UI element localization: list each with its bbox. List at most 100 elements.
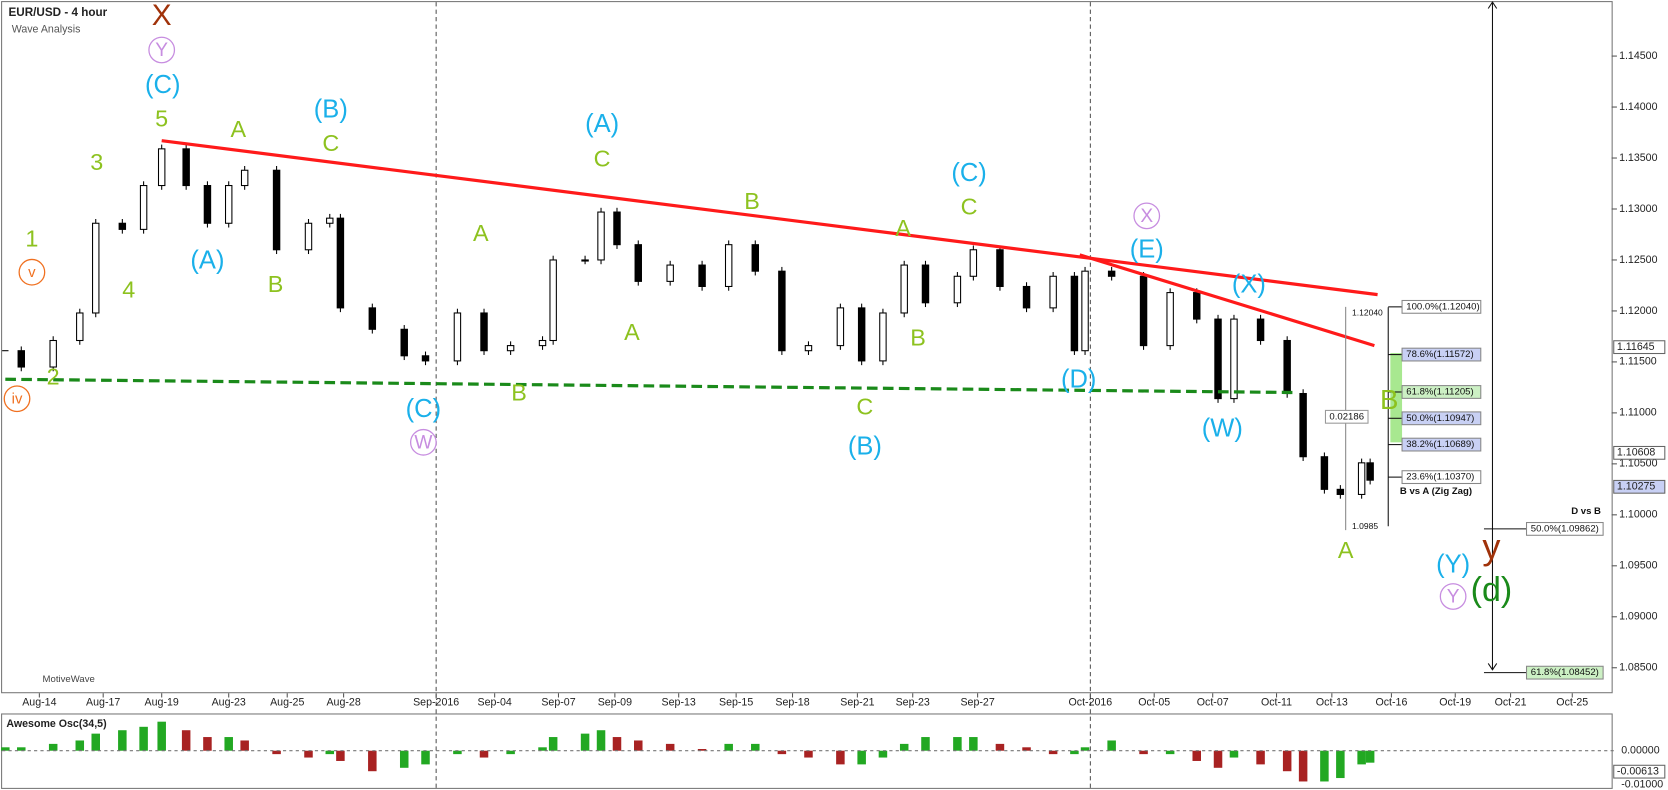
wave-label: A	[895, 215, 911, 241]
wave-label: iv	[12, 392, 23, 408]
fib-label: 78.6%(1.11572)	[1406, 349, 1473, 360]
y-tick-label: 1.12000	[1619, 305, 1658, 317]
candle-body	[1166, 292, 1174, 347]
osc-bar	[75, 740, 85, 751]
x-tick-label: Aug-14	[22, 697, 56, 709]
candle-body	[900, 264, 908, 314]
fib-label: 61.8%(1.11205)	[1406, 387, 1473, 398]
x-tick-label: Sep-04	[478, 697, 512, 709]
wave-label: v	[28, 265, 36, 281]
candle-body	[182, 148, 190, 187]
x-tick-label: Oct-07	[1197, 697, 1229, 709]
osc-bar	[777, 750, 787, 755]
wave-label: (B)	[314, 95, 348, 123]
wave-label: (d)	[1471, 571, 1513, 609]
wave-label: C	[594, 146, 611, 172]
x-tick-label: Sep-27	[960, 697, 994, 709]
candle-body	[272, 169, 281, 251]
y-tick-label: 1.08500	[1619, 662, 1658, 674]
wave-label: A	[1338, 537, 1354, 563]
osc-bar	[1080, 747, 1090, 751]
x-tick-label: Oct-2016	[1069, 697, 1113, 709]
osc-bar	[751, 743, 760, 751]
candle-body	[1230, 318, 1238, 400]
measure-arrows	[1487, 1, 1498, 671]
osc-bar	[1357, 750, 1366, 765]
x-tick-label: Aug-17	[86, 697, 120, 709]
candle-body	[76, 312, 84, 342]
wave-label: 3	[90, 149, 103, 175]
wave-label: (X)	[1232, 271, 1266, 299]
osc-bar	[453, 750, 462, 755]
price-tag	[1613, 340, 1666, 355]
wave-label: A	[230, 116, 246, 142]
fib-tag	[1401, 347, 1482, 362]
x-tick-label: Sep-15	[719, 697, 753, 709]
wave-label: (D)	[1061, 365, 1096, 393]
wave-label: 1	[25, 225, 38, 251]
measure-high: 1.12040	[1352, 307, 1383, 317]
y-tick-label: 1.13000	[1619, 203, 1658, 215]
candle-body	[1139, 275, 1148, 347]
candle-body	[139, 185, 148, 230]
candle-body	[157, 148, 166, 187]
y-tick-label: 1.14000	[1619, 101, 1658, 113]
wave-label: B	[910, 324, 926, 350]
wave-circle	[148, 36, 176, 64]
osc-bar	[953, 737, 962, 751]
osc-bar	[1022, 747, 1031, 751]
candle-body	[1107, 270, 1116, 277]
osc-bar	[421, 750, 430, 765]
wave-label: X	[152, 0, 172, 32]
osc-bar	[1282, 750, 1292, 772]
y-tick-label: 1.13500	[1619, 152, 1658, 164]
osc-bar	[479, 750, 489, 758]
wave-label: y	[1482, 526, 1500, 567]
wave-label: B	[744, 188, 760, 214]
candle-body	[666, 264, 674, 282]
osc-bar	[48, 743, 58, 751]
wave-label: B	[1380, 384, 1398, 415]
trendline	[1079, 253, 1375, 348]
osc-bar	[17, 747, 26, 751]
wave-label: (A)	[190, 246, 224, 274]
trendline	[5, 377, 1293, 395]
candle-body	[1336, 488, 1345, 495]
osc-bar	[336, 750, 345, 761]
y-tick-label: 1.09500	[1619, 560, 1658, 572]
candle-body	[836, 307, 845, 347]
candle-body	[1357, 462, 1366, 495]
osc-bar	[325, 750, 335, 755]
measure-box	[1324, 409, 1369, 424]
fib-title: D vs B	[1571, 506, 1601, 517]
candle-body	[304, 222, 313, 251]
candle-body	[203, 185, 212, 224]
candle-body	[921, 264, 930, 304]
osc-bar	[548, 737, 558, 751]
wave-label: (C)	[145, 71, 180, 99]
candle-body	[224, 185, 233, 224]
wave-label: B	[511, 380, 527, 406]
wave-label: C	[856, 393, 873, 419]
candle-body	[804, 345, 813, 352]
osc-bar	[240, 740, 249, 751]
x-tick-label: Aug-19	[145, 697, 179, 709]
x-tick-label: Oct-19	[1439, 697, 1471, 709]
wave-circle	[3, 385, 31, 413]
measure-range: 0.02186	[1329, 411, 1364, 422]
oscillator-title: Awesome Osc(34,5)	[6, 718, 107, 730]
osc-bar	[1048, 750, 1058, 755]
osc-current-tag	[1613, 764, 1666, 779]
osc-bar	[1298, 750, 1308, 782]
candle-body	[1049, 275, 1057, 309]
candle-body	[506, 345, 515, 352]
wave-label: 2	[47, 364, 60, 390]
osc-tick-label: 0.00000	[1621, 745, 1660, 757]
x-tick-label: Oct-25	[1556, 697, 1588, 709]
osc-bar	[697, 749, 707, 751]
candle-body	[1193, 292, 1201, 320]
fib-label: 50.0%(1.10947)	[1406, 413, 1474, 424]
osc-bar	[804, 750, 813, 758]
osc-bar	[304, 750, 313, 758]
